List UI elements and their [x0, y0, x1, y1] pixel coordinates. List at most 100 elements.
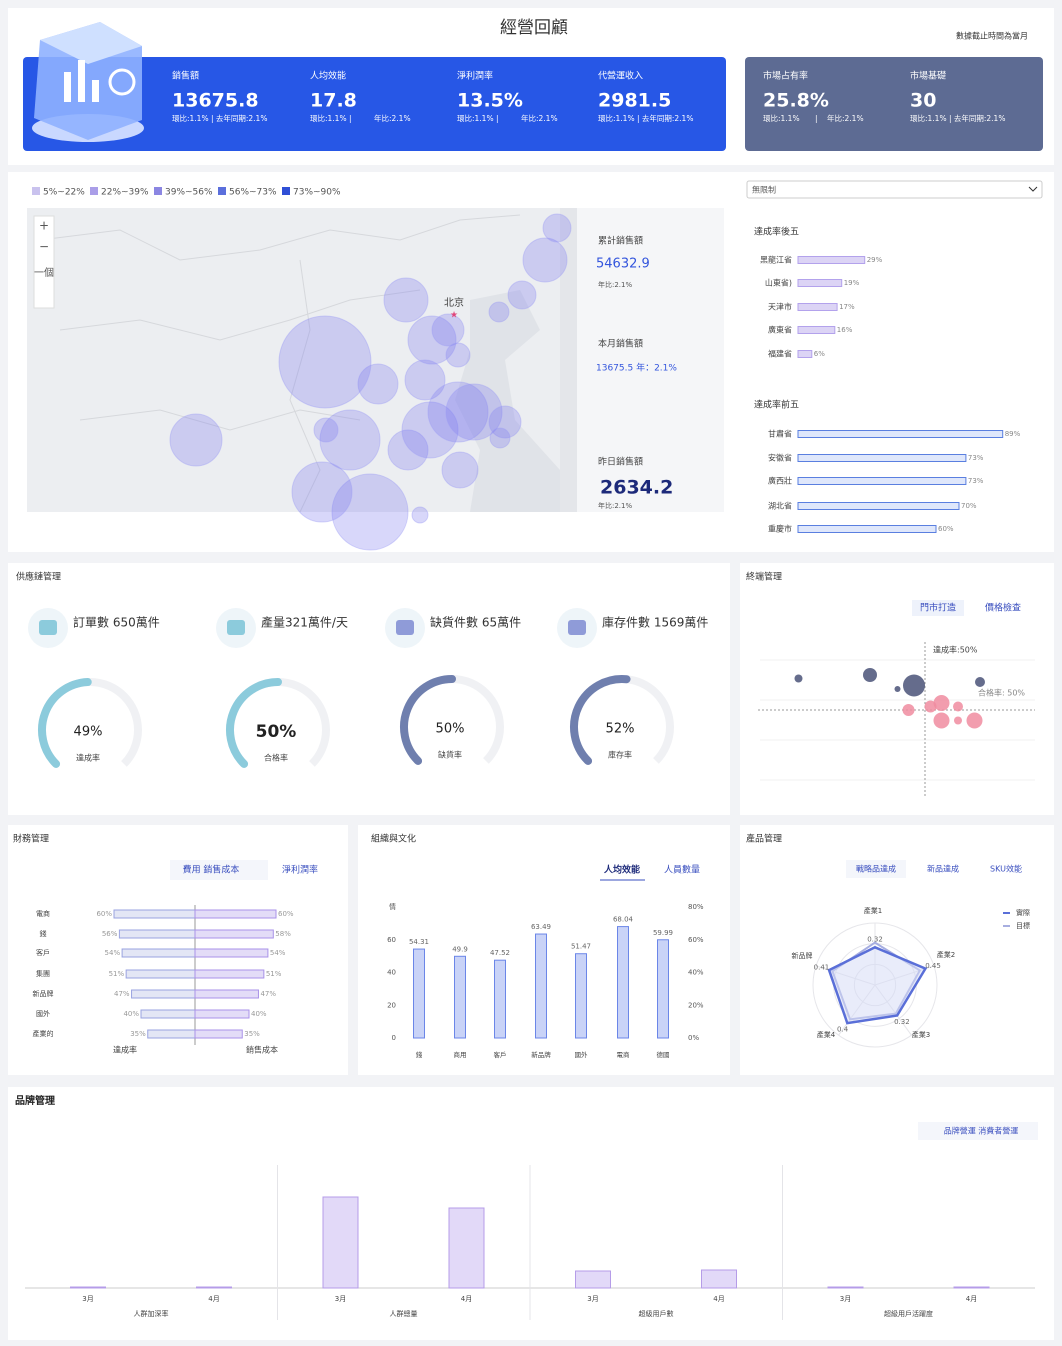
stat-label: 本月銷售額: [598, 338, 643, 350]
item-icon: [396, 620, 414, 635]
radar-axis-label: 新品牌: [792, 951, 813, 960]
x-tick-label: 4月: [208, 1295, 219, 1303]
gauge-name: 庫存率: [608, 750, 632, 760]
ranking-value-label: 16%: [837, 326, 853, 334]
tab[interactable]: 人員數量: [664, 864, 700, 876]
dropdown-arrow: [1028, 186, 1038, 192]
kpi-value: 30: [910, 90, 936, 112]
x-tick-label: 4月: [713, 1295, 724, 1303]
kpi-label: 市場基礎: [910, 70, 946, 82]
filter-dropdown[interactable]: [746, 180, 1043, 199]
right-value-label: 40%: [251, 1010, 267, 1018]
x-tick-label: 新品牌: [531, 1050, 551, 1059]
ranking-bar: [797, 256, 866, 264]
x-tick-label: 3月: [335, 1295, 346, 1303]
left-bar: [140, 1009, 196, 1019]
kpi-sub: 環比:1.1% | 去年同期:2.1%: [172, 113, 267, 123]
scatter-point: [933, 712, 950, 729]
tab[interactable]: 人均效能: [603, 864, 640, 876]
gauge-value: 50%: [256, 722, 297, 742]
ranking-bar: [797, 326, 836, 334]
category-label: 集團: [36, 969, 50, 978]
ranking-title: 達成率後五: [754, 226, 799, 238]
bar-value-label: 47.52: [490, 949, 510, 957]
filter-value[interactable]: 無限制: [752, 185, 776, 195]
tab[interactable]: 門市打造: [920, 602, 956, 614]
ranking-bar: [797, 303, 838, 311]
bar-value-label: 54.31: [409, 938, 429, 946]
stat-value: 54632.9: [596, 257, 650, 272]
tab[interactable]: 價格檢查: [985, 602, 1021, 614]
legend-swatch: [154, 187, 162, 195]
tab[interactable]: 品牌營運 消費者營運: [944, 1126, 1019, 1136]
scatter-point: [933, 695, 950, 711]
legend-label: 目標: [1016, 921, 1030, 930]
panel-title: 財務管理: [13, 833, 49, 845]
bar: [953, 1286, 990, 1289]
radar-series: [827, 945, 928, 1025]
kpi-sub: 年比:2.1%: [827, 113, 864, 123]
right-value-label: 47%: [260, 990, 276, 998]
tab-bg: [918, 1122, 1038, 1140]
left-bar: [147, 1029, 196, 1039]
ranking-value-label: 19%: [844, 279, 860, 287]
reference-label: 合格率: 50%: [978, 688, 1025, 698]
bar-value-label: 68.04: [613, 916, 634, 924]
y2-tick-label: 0%: [688, 1034, 699, 1042]
category-label: 客戶: [36, 948, 50, 957]
x-tick-label: 3月: [82, 1295, 93, 1303]
scatter-point: [954, 716, 962, 725]
tab[interactable]: 戰略品達成: [856, 864, 896, 874]
tab-active-bg: [912, 600, 964, 616]
left-bar: [113, 909, 196, 919]
legend-label: 39%~56%: [165, 188, 213, 198]
legend-swatch: [32, 187, 40, 195]
ranking-category: 山東省): [765, 278, 792, 288]
reference-label: 達成率:50%: [933, 645, 978, 655]
ranking-title: 達成率前五: [754, 399, 799, 411]
ranking-bar: [797, 477, 967, 485]
kpi-sub: 環比:1.1%: [763, 113, 800, 123]
right-bar: [194, 989, 259, 999]
panel-title: 供應鏈管理: [16, 571, 61, 583]
bar-value-label: 51.47: [571, 943, 591, 951]
kpi-sub: 年比:2.1%: [521, 113, 558, 123]
right-bar: [194, 909, 277, 919]
tab[interactable]: 淨利潤率: [282, 864, 318, 876]
legend-swatch: [282, 187, 290, 195]
scatter-point: [924, 700, 937, 713]
x-tick-label: 3月: [587, 1295, 598, 1303]
city-marker: ★: [450, 311, 458, 321]
radar-axis-label: 產業4: [817, 1030, 836, 1039]
bar: [617, 926, 629, 1039]
stat-value: 13675.5 年：2.1%: [596, 362, 677, 374]
radar-value-label: 0.32: [867, 935, 883, 943]
left-value-label: 35%: [130, 1030, 146, 1038]
gauge-name: 達成率: [76, 753, 100, 763]
tab[interactable]: 新品達成: [927, 864, 959, 874]
ranking-value-label: 6%: [814, 350, 825, 358]
map-control[interactable]: 一個: [34, 266, 54, 279]
right-bar: [194, 1009, 250, 1019]
x-tick-label: 國外: [575, 1050, 589, 1059]
map-control[interactable]: +: [39, 219, 49, 233]
legend-label: 73%~90%: [293, 188, 341, 198]
bar: [454, 955, 466, 1039]
x-tick-label: 3月: [840, 1295, 851, 1303]
tab[interactable]: SKU效能: [990, 864, 1022, 874]
kpi-sub: 環比:1.1% |: [457, 113, 499, 123]
map-control[interactable]: −: [39, 240, 49, 254]
item-icon: [227, 620, 245, 635]
legend-label: 22%~39%: [101, 188, 149, 198]
ranking-bar: [797, 525, 937, 533]
ranking-value-label: 73%: [968, 477, 984, 485]
kpi-label: 淨利潤率: [457, 70, 493, 82]
scatter-point: [863, 668, 877, 682]
tab[interactable]: 費用 銷售成本: [183, 864, 240, 876]
x-tick-label: 商用: [454, 1050, 467, 1059]
bar: [535, 933, 547, 1039]
kpi-sub: 年比:2.1%: [374, 113, 411, 123]
bar: [657, 939, 669, 1039]
